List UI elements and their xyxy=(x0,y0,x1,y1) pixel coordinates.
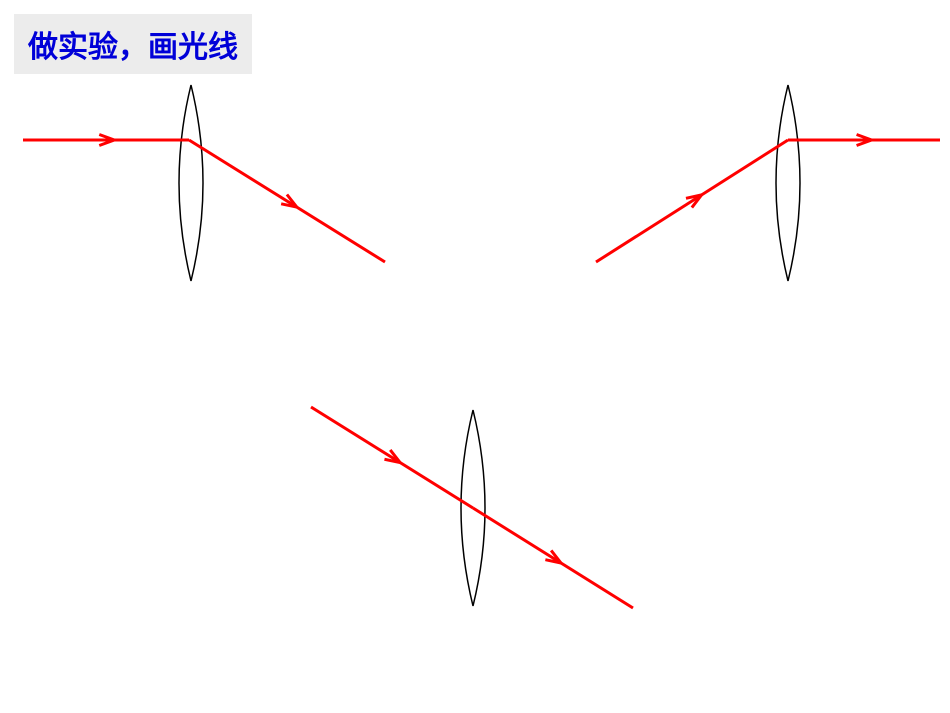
diagram-canvas xyxy=(0,0,950,713)
ray-1 xyxy=(23,135,189,146)
ray-4 xyxy=(788,135,940,146)
ray-5 xyxy=(311,407,473,508)
lens-2 xyxy=(776,85,800,281)
lens-1 xyxy=(179,85,203,281)
ray-3 xyxy=(596,140,788,262)
ray-2 xyxy=(189,140,385,262)
ray-6 xyxy=(473,508,633,608)
